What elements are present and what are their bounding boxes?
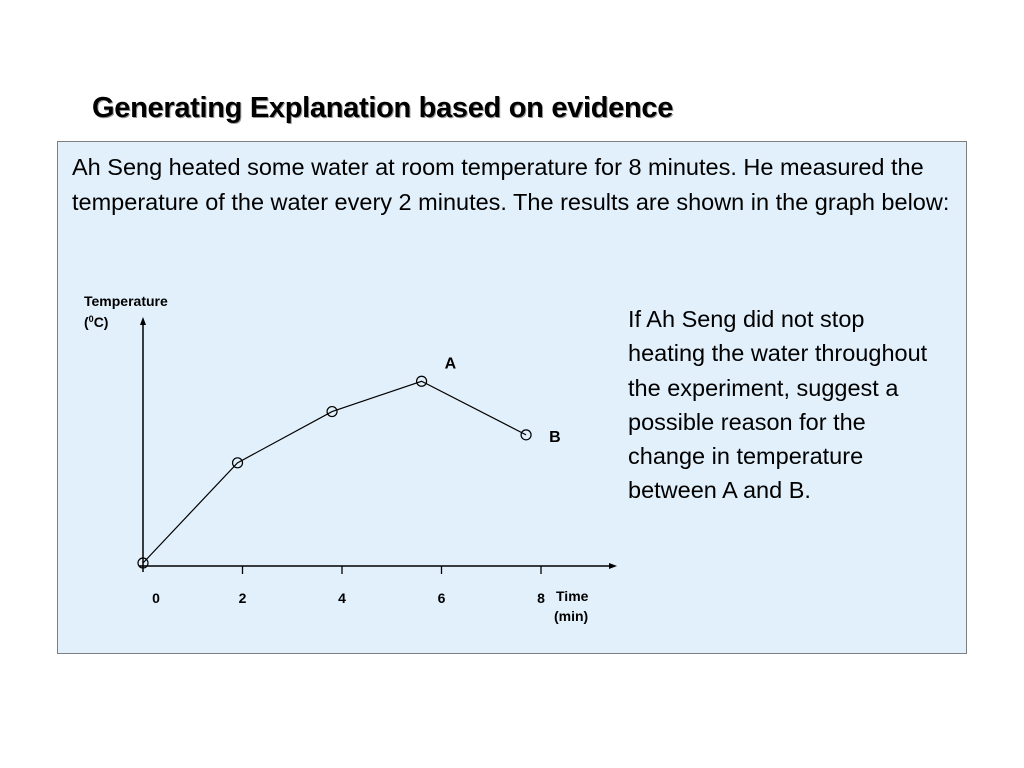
data-point bbox=[137, 557, 149, 569]
series-line bbox=[142, 380, 527, 564]
x-axis-unit: (min) bbox=[554, 608, 588, 624]
point-label-a: A bbox=[445, 355, 457, 372]
x-tick-label: 6 bbox=[438, 590, 446, 606]
x-axis-label: Time bbox=[556, 588, 589, 604]
question-paragraph: If Ah Seng did not stop heating the wate… bbox=[628, 306, 928, 504]
data-point bbox=[231, 457, 244, 469]
y-axis-label: Temperature bbox=[84, 293, 168, 309]
data-point bbox=[326, 405, 338, 418]
x-tick-label: 4 bbox=[338, 590, 346, 606]
x-tick-label: 8 bbox=[537, 590, 545, 606]
y-axis-unit: (0C) bbox=[84, 314, 108, 330]
data-point bbox=[520, 429, 532, 441]
content-panel bbox=[57, 141, 967, 654]
point-label-b: B bbox=[549, 429, 561, 446]
x-ticks: 0 2 4 6 8 bbox=[152, 566, 545, 606]
x-tick-label: 2 bbox=[239, 590, 247, 606]
slide-title: Generating Explanation based on evidence bbox=[92, 92, 674, 124]
data-series: AB bbox=[137, 355, 561, 569]
data-point bbox=[416, 375, 428, 387]
x-tick-label: 0 bbox=[152, 590, 160, 606]
intro-paragraph: Ah Seng heated some water at room temper… bbox=[72, 154, 950, 215]
